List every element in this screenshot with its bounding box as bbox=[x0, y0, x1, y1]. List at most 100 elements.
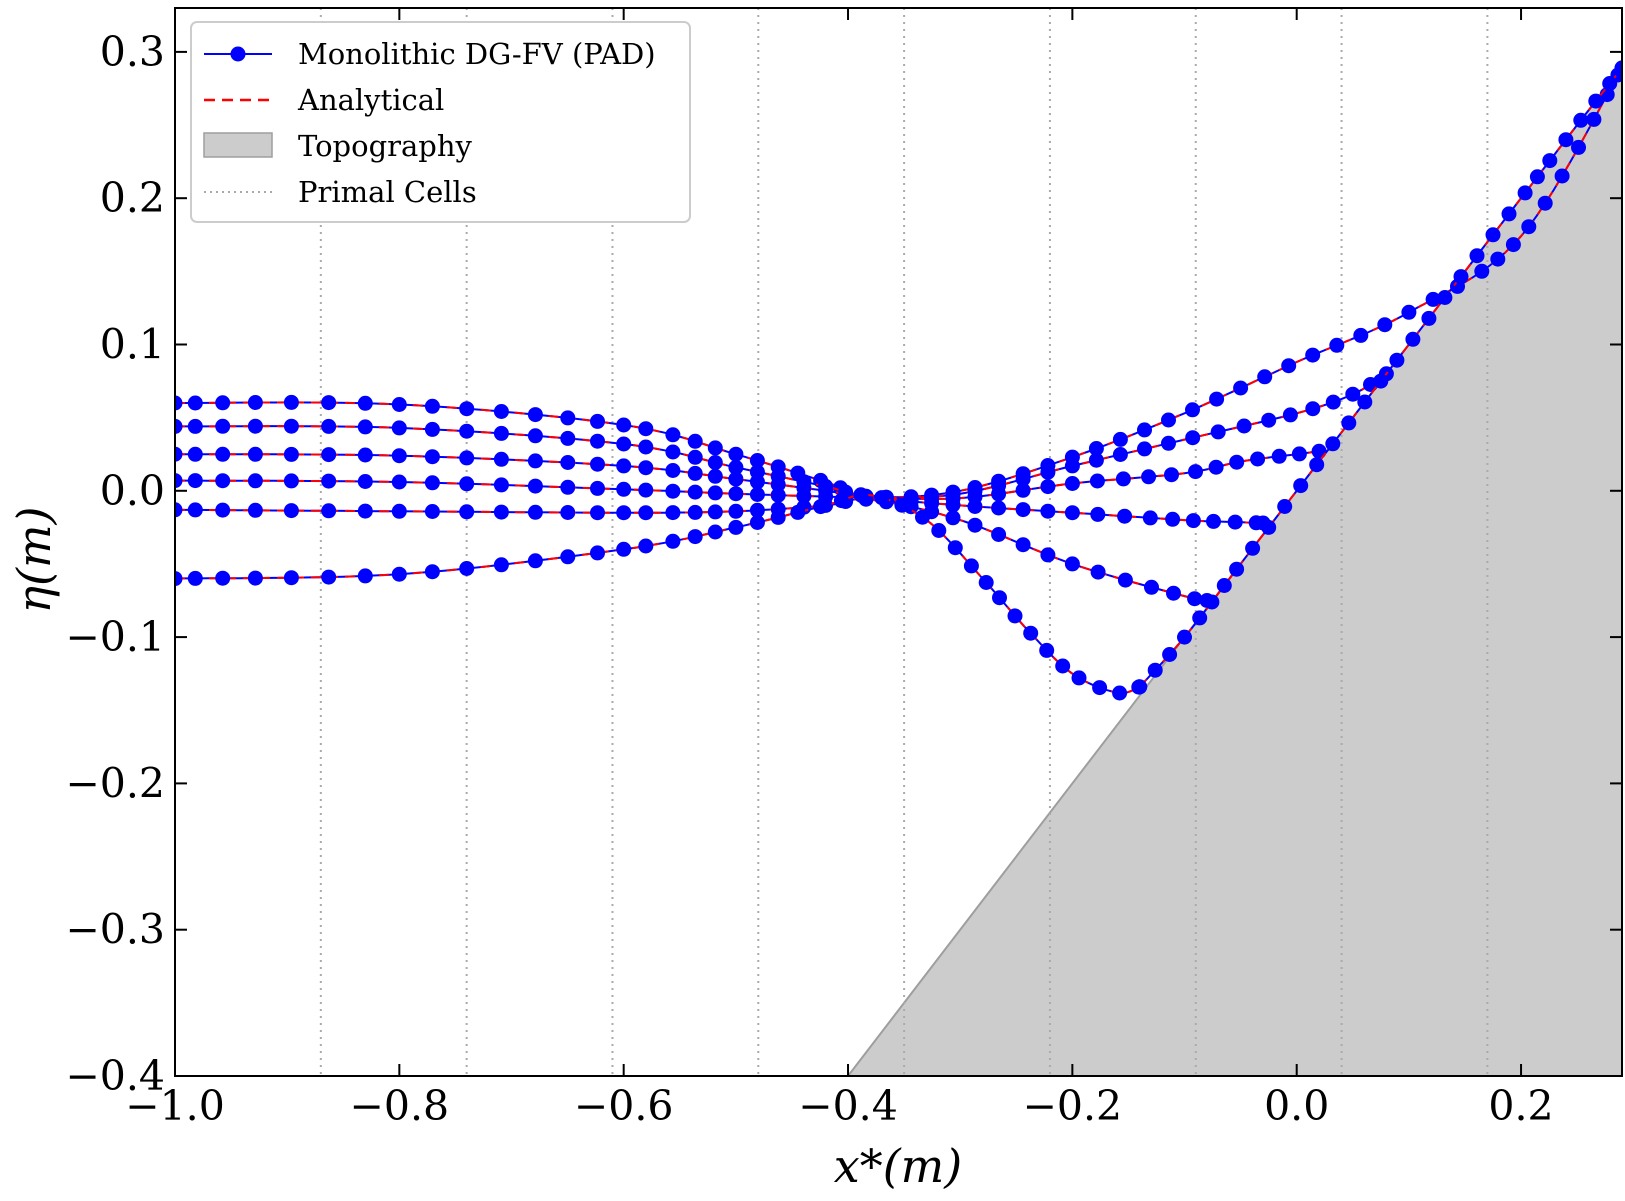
data-point bbox=[528, 407, 543, 422]
data-point bbox=[1217, 578, 1232, 593]
data-point bbox=[188, 419, 203, 434]
data-point bbox=[560, 431, 575, 446]
data-point bbox=[638, 539, 653, 554]
data-point bbox=[358, 419, 373, 434]
data-point bbox=[1065, 505, 1080, 520]
data-point bbox=[1401, 305, 1416, 320]
data-point bbox=[248, 503, 263, 518]
data-point bbox=[688, 434, 703, 449]
data-point bbox=[358, 474, 373, 489]
data-point bbox=[616, 542, 631, 557]
data-point bbox=[1040, 465, 1055, 480]
data-point bbox=[771, 488, 786, 503]
data-point bbox=[1016, 537, 1031, 552]
data-point bbox=[874, 490, 889, 505]
data-point bbox=[425, 399, 440, 414]
data-point bbox=[1389, 353, 1404, 368]
data-point bbox=[1143, 510, 1158, 525]
data-point bbox=[1206, 514, 1221, 529]
data-point bbox=[494, 404, 509, 419]
data-point bbox=[1542, 153, 1557, 168]
data-point bbox=[1486, 227, 1501, 242]
data-point bbox=[1209, 460, 1224, 475]
y-tick-label: −0.2 bbox=[65, 759, 165, 807]
x-tick-label: −0.4 bbox=[798, 1082, 898, 1130]
data-point bbox=[931, 523, 946, 538]
data-point bbox=[188, 396, 203, 411]
data-point bbox=[1305, 348, 1320, 363]
data-point bbox=[1040, 504, 1055, 519]
legend-label-3: Primal Cells bbox=[298, 175, 477, 209]
data-point bbox=[1329, 338, 1344, 353]
data-point bbox=[728, 504, 743, 519]
data-point bbox=[590, 434, 605, 449]
data-point bbox=[248, 473, 263, 488]
data-point bbox=[771, 510, 786, 525]
data-point bbox=[392, 397, 407, 412]
data-point bbox=[915, 510, 930, 525]
data-point bbox=[1137, 422, 1152, 437]
data-point bbox=[665, 463, 680, 478]
data-point bbox=[284, 503, 299, 518]
data-point bbox=[1233, 381, 1248, 396]
data-point bbox=[248, 419, 263, 434]
data-point bbox=[215, 419, 230, 434]
data-point bbox=[392, 448, 407, 463]
x-tick-label: 0.0 bbox=[1264, 1082, 1329, 1130]
data-point bbox=[1405, 332, 1420, 347]
data-point bbox=[638, 421, 653, 436]
data-point bbox=[1586, 112, 1601, 127]
x-tick-label: −0.6 bbox=[574, 1082, 674, 1130]
data-point bbox=[358, 504, 373, 519]
data-point bbox=[1309, 457, 1324, 472]
data-point bbox=[946, 510, 961, 525]
data-point bbox=[284, 473, 299, 488]
data-point bbox=[188, 502, 203, 517]
data-point bbox=[728, 447, 743, 462]
data-point bbox=[1090, 507, 1105, 522]
data-point bbox=[459, 401, 474, 416]
data-point bbox=[1008, 608, 1023, 623]
legend-patch-swatch bbox=[204, 133, 272, 157]
data-point bbox=[1261, 520, 1276, 535]
data-point bbox=[1555, 169, 1570, 184]
data-point bbox=[590, 481, 605, 496]
data-point bbox=[459, 561, 474, 576]
data-point bbox=[215, 395, 230, 410]
data-point bbox=[560, 480, 575, 495]
data-point bbox=[688, 505, 703, 520]
data-point bbox=[1326, 395, 1341, 410]
data-point bbox=[616, 437, 631, 452]
data-point bbox=[1141, 469, 1156, 484]
data-point bbox=[616, 418, 631, 433]
data-point bbox=[1065, 556, 1080, 571]
data-point bbox=[358, 568, 373, 583]
data-point bbox=[1474, 264, 1489, 279]
y-tick-label: 0.0 bbox=[100, 467, 165, 515]
data-point bbox=[728, 472, 743, 487]
data-point bbox=[968, 499, 983, 514]
data-point bbox=[494, 426, 509, 441]
data-point bbox=[1161, 413, 1176, 428]
data-point bbox=[459, 476, 474, 491]
data-point bbox=[1040, 479, 1055, 494]
data-point bbox=[1571, 140, 1586, 155]
data-point bbox=[790, 505, 805, 520]
data-point bbox=[1092, 680, 1107, 695]
data-point bbox=[665, 445, 680, 460]
data-point bbox=[425, 504, 440, 519]
y-tick-label: −0.1 bbox=[65, 613, 165, 661]
data-point bbox=[215, 473, 230, 488]
data-point bbox=[1072, 670, 1087, 685]
data-point bbox=[1229, 562, 1244, 577]
data-point bbox=[728, 486, 743, 501]
data-point bbox=[392, 567, 407, 582]
legend-label-2: Topography bbox=[298, 129, 473, 163]
data-point bbox=[560, 549, 575, 564]
data-point bbox=[1312, 444, 1327, 459]
data-point bbox=[1065, 476, 1080, 491]
y-tick-label: −0.4 bbox=[65, 1052, 165, 1100]
data-point bbox=[1257, 369, 1272, 384]
y-axis-label: η(m) bbox=[7, 506, 61, 613]
data-point bbox=[1132, 679, 1147, 694]
